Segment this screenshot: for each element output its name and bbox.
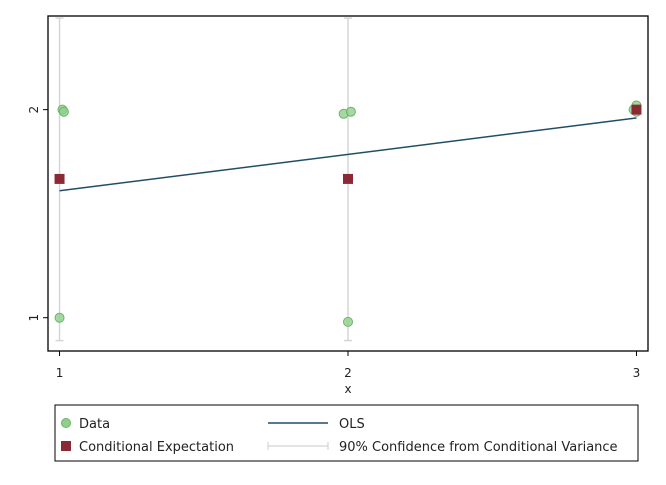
expectation-layer <box>54 104 642 184</box>
legend-box <box>54 404 639 462</box>
ols-layer <box>59 117 637 192</box>
x-axis: 1 2 3 <box>56 351 641 380</box>
legend-data-label: Data <box>79 417 110 432</box>
data-point-1 <box>58 106 69 117</box>
legend-ce-marker <box>61 441 71 451</box>
y-axis: 12 <box>27 106 48 322</box>
x-tick-label-0: 1 <box>56 366 64 380</box>
legend-item-confidence: 90% Confidence from Conditional Variance <box>267 440 618 455</box>
legend-item-data: Data <box>61 417 110 432</box>
expectation-marker-1 <box>343 173 353 184</box>
x-tick-label-1: 2 <box>344 366 352 380</box>
expectation-marker-2 <box>631 104 642 115</box>
x-tick-label-2: 3 <box>633 366 641 380</box>
legend-item-ols: OLS <box>268 417 365 432</box>
expectation-marker-0 <box>54 173 65 184</box>
ols-line <box>59 117 637 192</box>
data-point-4 <box>345 106 356 117</box>
y-tick-label-0: 1 <box>27 314 41 322</box>
y-tick-label-1: 2 <box>27 106 41 114</box>
legend-item-conditional-expectation: Conditional Expectation <box>61 440 234 455</box>
legend-ols-label: OLS <box>339 417 365 432</box>
legend-data-marker <box>61 418 71 428</box>
legend-ci-label: 90% Confidence from Conditional Variance <box>339 440 618 455</box>
legend-ce-label: Conditional Expectation <box>79 440 234 455</box>
data-point-2 <box>54 312 65 323</box>
x-axis-title: x <box>344 382 351 396</box>
data-point-5 <box>343 316 353 327</box>
